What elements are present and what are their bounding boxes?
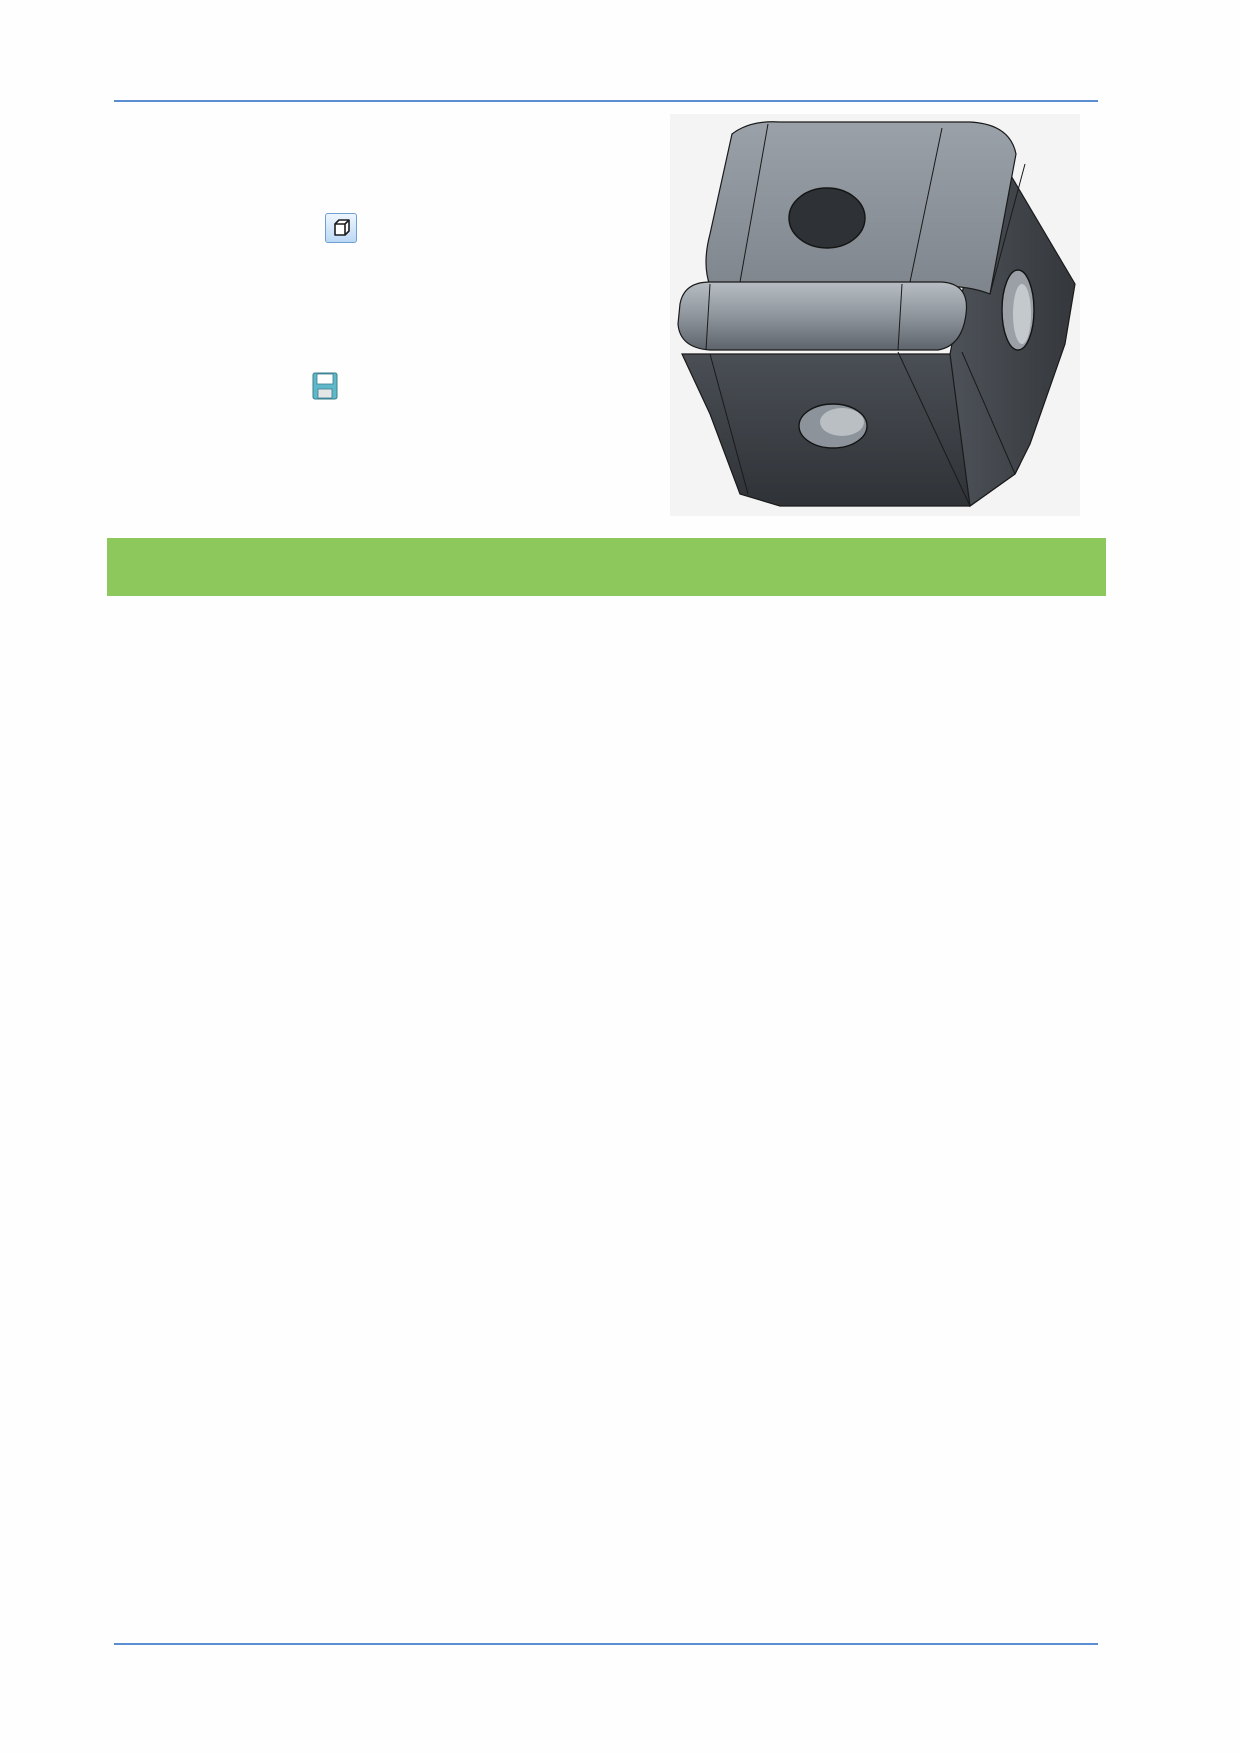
section-banner: [107, 538, 1106, 596]
header-rule: [114, 100, 1098, 102]
footer-rule: [114, 1643, 1098, 1645]
view-3d-icon[interactable]: [325, 213, 357, 243]
save-icon[interactable]: [312, 372, 338, 400]
model-figure: [670, 114, 1080, 516]
